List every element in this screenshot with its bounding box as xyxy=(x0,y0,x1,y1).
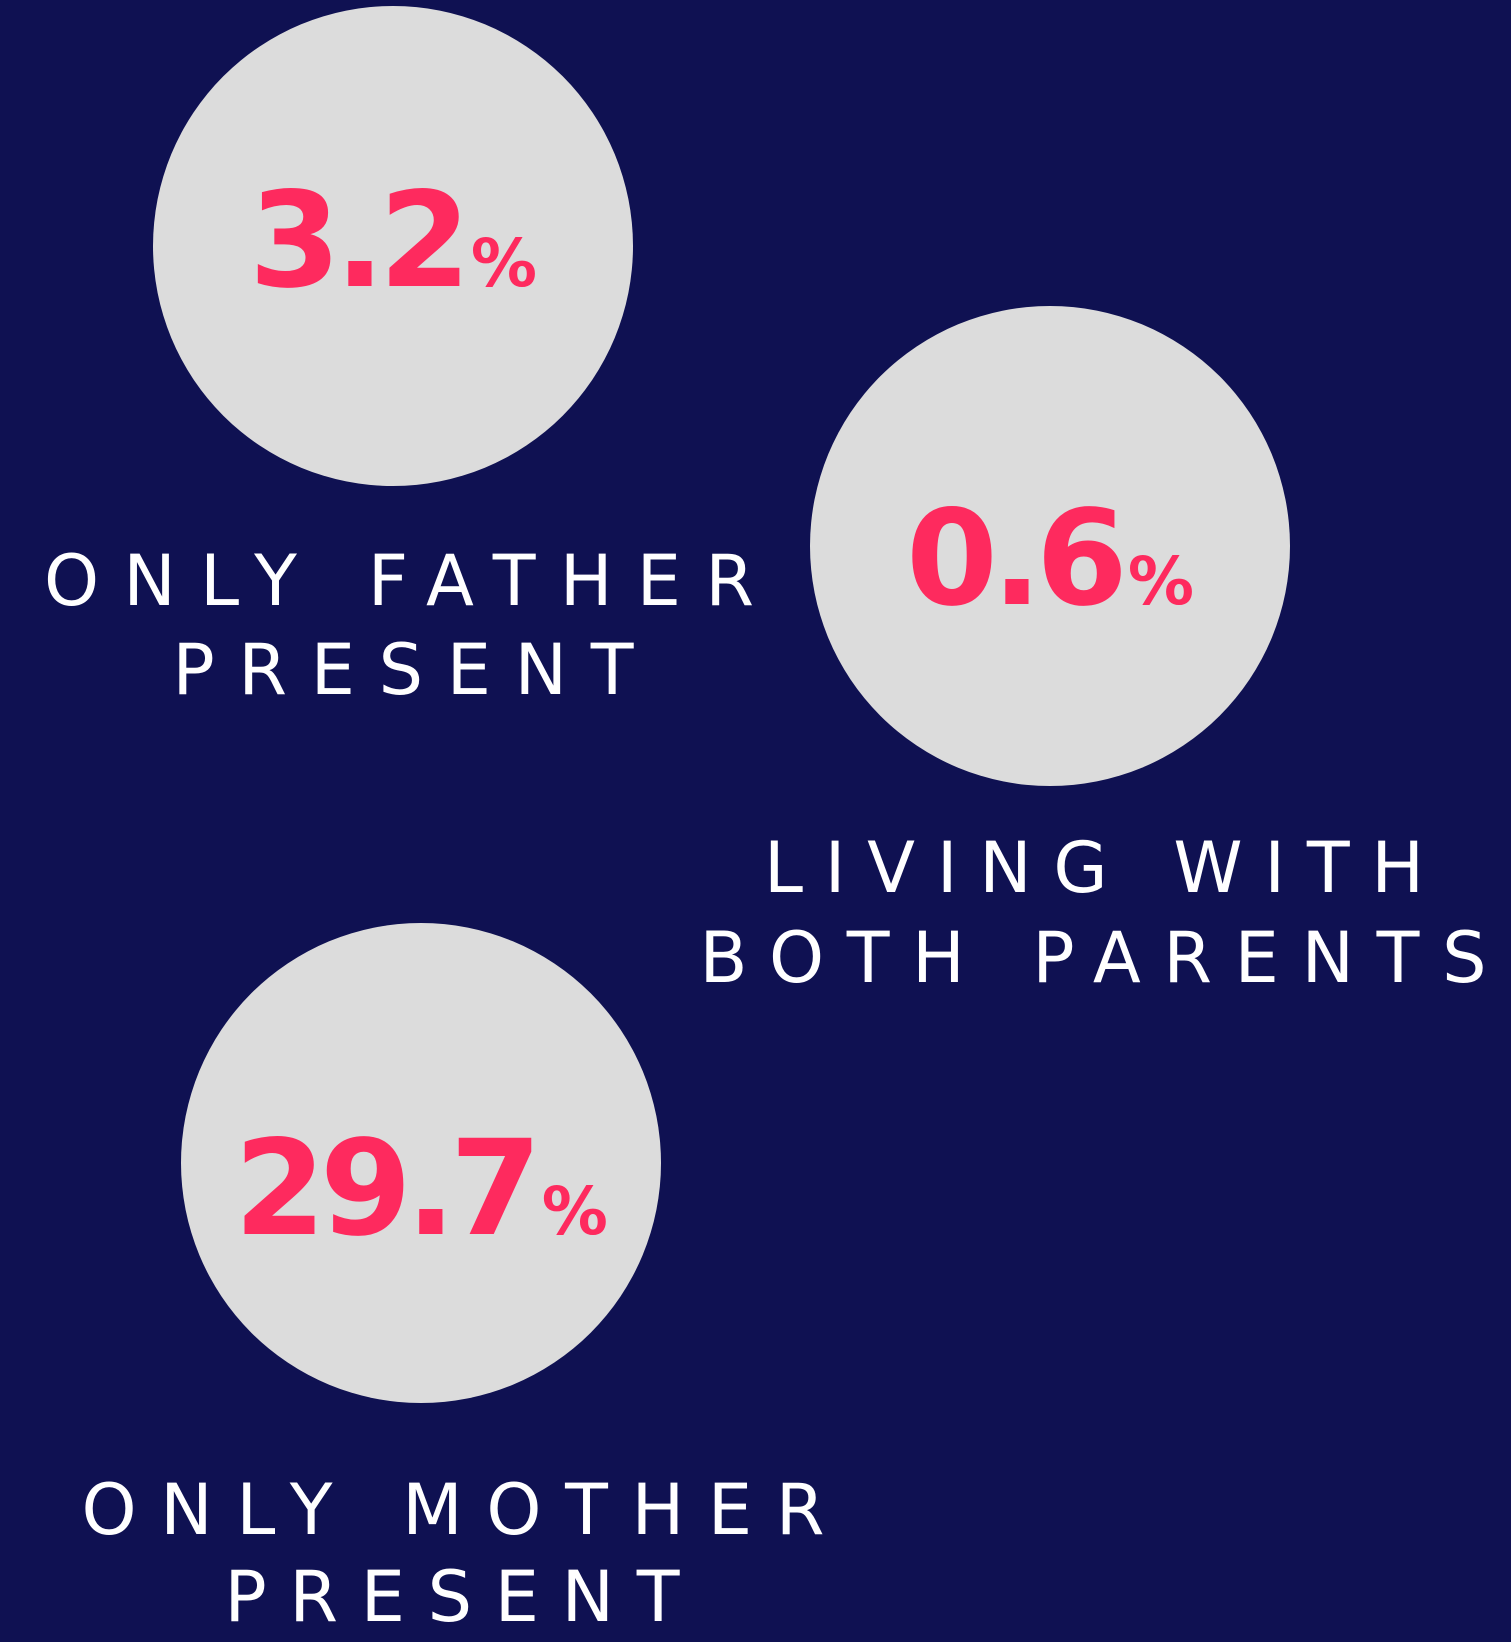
stat-value: 3.2% xyxy=(249,164,537,318)
stat-label: PRESENT xyxy=(173,629,634,711)
stat-unit: % xyxy=(1128,543,1194,620)
stat-circle xyxy=(153,6,633,486)
stat-unit: % xyxy=(471,225,537,302)
stat-unit: % xyxy=(542,1173,608,1250)
stat-label: ONLY MOTHER xyxy=(82,1469,825,1551)
stat-circle xyxy=(810,306,1290,786)
stat-value: 0.6% xyxy=(906,482,1194,636)
stat-circle xyxy=(181,923,661,1403)
stat-label: LIVING WITH xyxy=(764,827,1424,909)
stat-value: 29.7% xyxy=(234,1112,608,1266)
stat-label: ONLY FATHER xyxy=(44,540,754,622)
stat-number: 3.2 xyxy=(249,164,465,318)
stat-number: 29.7 xyxy=(234,1112,536,1266)
stat-number: 0.6 xyxy=(906,482,1122,636)
stat-label: PRESENT xyxy=(225,1556,680,1638)
